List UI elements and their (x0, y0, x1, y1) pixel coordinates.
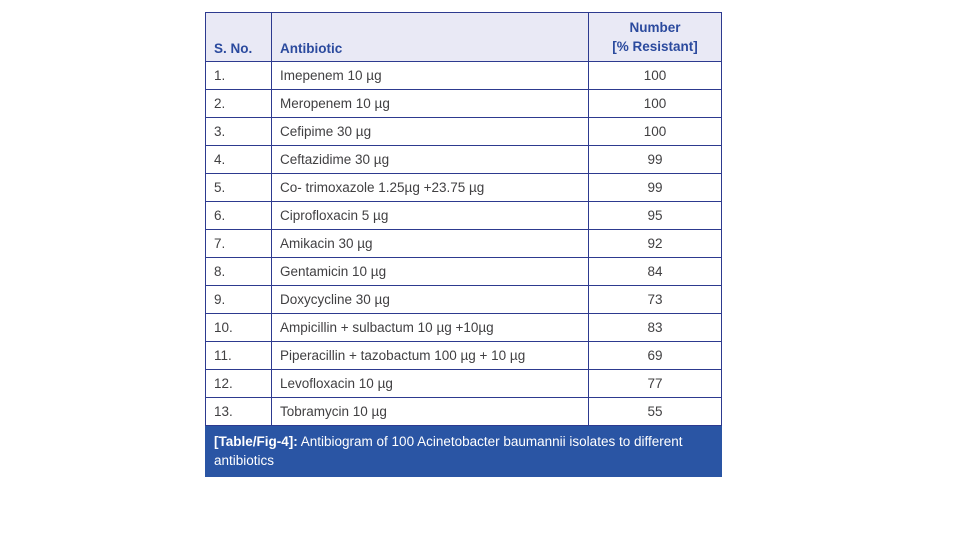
cell-value: 99 (588, 173, 722, 202)
cell-value: 77 (588, 369, 722, 398)
cell-antibiotic: Amikacin 30 µg (271, 229, 589, 258)
cell-sno: 8. (205, 257, 272, 286)
table-row: 2. Meropenem 10 µg 100 (205, 89, 722, 118)
table-row: 12. Levofloxacin 10 µg 77 (205, 369, 722, 398)
cell-value: 92 (588, 229, 722, 258)
cell-sno: 9. (205, 285, 272, 314)
cell-value: 100 (588, 61, 722, 90)
cell-antibiotic: Imepenem 10 µg (271, 61, 589, 90)
cell-antibiotic: Meropenem 10 µg (271, 89, 589, 118)
table-row: 6. Ciprofloxacin 5 µg 95 (205, 201, 722, 230)
table-row: 8. Gentamicin 10 µg 84 (205, 257, 722, 286)
cell-sno: 13. (205, 397, 272, 426)
cell-sno: 12. (205, 369, 272, 398)
antibiogram-table: S. No. Antibiotic Number [% Resistant] 1… (205, 12, 722, 426)
cell-antibiotic: Co- trimoxazole 1.25µg +23.75 µg (271, 173, 589, 202)
header-row: S. No. Antibiotic Number [% Resistant] (205, 12, 722, 62)
cell-antibiotic: Tobramycin 10 µg (271, 397, 589, 426)
table-figure: S. No. Antibiotic Number [% Resistant] 1… (205, 12, 722, 477)
cell-value: 99 (588, 145, 722, 174)
table-row: 7. Amikacin 30 µg 92 (205, 229, 722, 258)
cell-antibiotic: Gentamicin 10 µg (271, 257, 589, 286)
cell-sno: 6. (205, 201, 272, 230)
table-row: 9. Doxycycline 30 µg 73 (205, 285, 722, 314)
table-row: 3. Cefipime 30 µg 100 (205, 117, 722, 146)
table-row: 10. Ampicillin + sulbactum 10 µg +10µg 8… (205, 313, 722, 342)
cell-sno: 10. (205, 313, 272, 342)
header-number-line2: [% Resistant] (612, 39, 698, 54)
cell-antibiotic: Piperacillin + tazobactum 100 µg + 10 µg (271, 341, 589, 370)
cell-sno: 7. (205, 229, 272, 258)
table-row: 11. Piperacillin + tazobactum 100 µg + 1… (205, 341, 722, 370)
cell-antibiotic: Doxycycline 30 µg (271, 285, 589, 314)
cell-sno: 1. (205, 61, 272, 90)
cell-antibiotic: Ciprofloxacin 5 µg (271, 201, 589, 230)
cell-sno: 4. (205, 145, 272, 174)
header-number-resistant: Number [% Resistant] (588, 12, 722, 62)
cell-antibiotic: Levofloxacin 10 µg (271, 369, 589, 398)
cell-value: 73 (588, 285, 722, 314)
cell-value: 100 (588, 117, 722, 146)
cell-sno: 5. (205, 173, 272, 202)
cell-sno: 11. (205, 341, 272, 370)
table-row: 13. Tobramycin 10 µg 55 (205, 397, 722, 426)
table-head: S. No. Antibiotic Number [% Resistant] (205, 12, 722, 62)
cell-value: 83 (588, 313, 722, 342)
table-row: 1. Imepenem 10 µg 100 (205, 61, 722, 90)
caption-label: [Table/Fig-4]: (214, 434, 298, 449)
cell-value: 100 (588, 89, 722, 118)
table-body: 1. Imepenem 10 µg 100 2. Meropenem 10 µg… (205, 61, 722, 426)
header-antibiotic: Antibiotic (271, 12, 589, 62)
table-row: 5. Co- trimoxazole 1.25µg +23.75 µg 99 (205, 173, 722, 202)
cell-value: 69 (588, 341, 722, 370)
cell-antibiotic: Cefipime 30 µg (271, 117, 589, 146)
header-number-line1: Number (629, 20, 681, 35)
cell-antibiotic: Ampicillin + sulbactum 10 µg +10µg (271, 313, 589, 342)
cell-sno: 3. (205, 117, 272, 146)
cell-value: 55 (588, 397, 722, 426)
table-caption: [Table/Fig-4]: Antibiogram of 100 Acinet… (205, 426, 722, 477)
cell-sno: 2. (205, 89, 272, 118)
table-row: 4. Ceftazidime 30 µg 99 (205, 145, 722, 174)
cell-value: 95 (588, 201, 722, 230)
header-sno: S. No. (205, 12, 272, 62)
cell-antibiotic: Ceftazidime 30 µg (271, 145, 589, 174)
caption-text: Antibiogram of 100 Acinetobacter baumann… (214, 434, 683, 468)
cell-value: 84 (588, 257, 722, 286)
